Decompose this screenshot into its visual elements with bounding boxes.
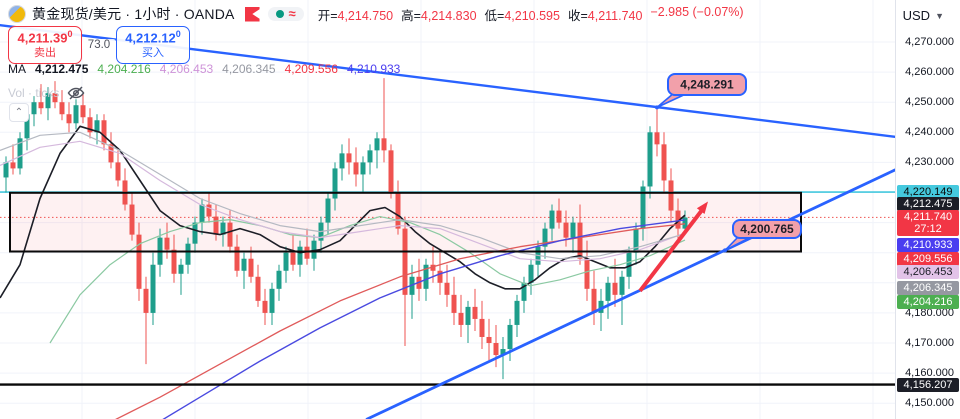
axis-tick: 4,160.000 — [905, 367, 954, 380]
axis-tick: 4,150.000 — [905, 397, 954, 410]
axis-price-label: 4,212.475 — [897, 197, 959, 212]
chart-canvas[interactable]: 4,248.291 4,200.765 — [0, 0, 896, 419]
ma-value: 4,210.933 — [346, 62, 401, 76]
spread-value: 73.0 — [82, 39, 116, 52]
volume-label: Vol · ticks — [8, 86, 60, 100]
approx-icon: ≈ — [288, 6, 296, 21]
candles — [3, 78, 688, 380]
buy-button[interactable]: 4,212.120 买入 — [116, 26, 190, 65]
price-callout[interactable]: 4,248.291 — [655, 73, 747, 110]
market-open-dot-icon — [275, 10, 284, 18]
ma-label: MA — [8, 62, 26, 76]
axis-price-label: 4,206.453 — [897, 265, 959, 280]
ma-main-value: 4,212.475 — [35, 62, 89, 76]
sell-button[interactable]: 4,211.390 卖出 — [8, 26, 82, 65]
svg-text:4,200.765: 4,200.765 — [740, 222, 794, 236]
svg-text:4,248.291: 4,248.291 — [680, 78, 734, 92]
axis-tick: 4,250.000 — [905, 96, 954, 109]
trade-panel: 4,211.390 卖出 73.0 4,212.120 买入 — [8, 26, 190, 65]
axis-price-label: 4,211.740 27:12 — [897, 210, 959, 237]
price-callout[interactable]: 4,200.765 — [723, 219, 802, 253]
collapse-legend-button[interactable]: ⌃ — [9, 103, 29, 122]
low-value: 4,210.595 — [504, 8, 560, 23]
symbol-title[interactable]: 黄金现货/美元 · 1小时 · OANDA — [32, 6, 235, 22]
ma-indigo — [162, 219, 686, 419]
ascending-trendline[interactable] — [365, 168, 896, 419]
axis-price-label: 4,156.207 — [897, 377, 959, 392]
close-value: 4,211.740 — [587, 8, 643, 23]
axis-price-label: 4,204.216 — [897, 295, 959, 309]
axis-tick: 4,230.000 — [905, 156, 954, 169]
symbol-logo-icon — [8, 5, 26, 23]
currency-dropdown[interactable]: USD ▼ — [896, 6, 950, 25]
axis-tick: 4,180.000 — [905, 306, 954, 319]
ma-green — [49, 216, 686, 344]
ma-lavender — [0, 140, 686, 263]
ma-value: 4,204.216 — [97, 62, 151, 76]
axis-price-label: 4,206.345 — [897, 280, 959, 295]
axis-tick: 4,270.000 — [905, 36, 954, 48]
ma-red — [115, 223, 686, 419]
chevron-down-icon: ▼ — [935, 10, 944, 21]
open-value: 4,214.750 — [337, 8, 394, 23]
candlestick-chart-type-icon[interactable] — [244, 6, 260, 22]
axis-price-label: 4,220.149 — [897, 185, 959, 200]
ma-indicator-row[interactable]: MA 4,212.475 4,204.216 4,206.453 4,206.345… — [8, 62, 409, 76]
axis-tick: 4,260.000 — [905, 66, 954, 79]
axis-tick: 4,240.000 — [905, 126, 954, 139]
axis-price-label: 4,209.556 — [897, 251, 959, 266]
symbol-header: 黄金现货/美元 · 1小时 · OANDA ≈ 开=4,214.750 高=4,… — [8, 4, 744, 24]
axis-price-label: 4,210.933 — [897, 237, 959, 252]
bullish-arrow[interactable] — [638, 201, 708, 293]
market-status-pill[interactable]: ≈ — [267, 6, 304, 21]
price-axis[interactable]: 4,270.000 4,260.000 4,250.000 4,240.000 4,23… — [895, 0, 960, 419]
eye-off-icon[interactable] — [67, 84, 85, 102]
price-zone-border[interactable] — [9, 191, 802, 253]
ma-values: 4,204.216 4,206.453 4,206.345 4,209.556 4,21… — [97, 62, 409, 76]
ma-black — [0, 125, 686, 299]
change-value: −2.985 (−0.07%) — [650, 4, 744, 19]
volume-indicator-row[interactable]: Vol · ticks — [8, 84, 85, 102]
ohlc-readout: 开=4,214.750 高=4,214.830 低=4,210.595 收=4,… — [317, 4, 744, 23]
ma-gray — [0, 131, 686, 260]
ma-value: 4,206.345 — [222, 62, 276, 76]
ma-value: 4,206.453 — [159, 62, 214, 76]
axis-tick: 4,170.000 — [905, 337, 954, 349]
ma-value: 4,209.556 — [284, 62, 338, 76]
high-value: 4,214.830 — [420, 8, 477, 23]
